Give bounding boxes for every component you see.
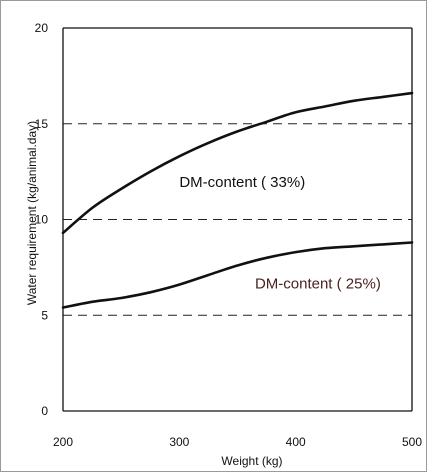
y-tick-labels: 0 5 10 15 20 — [35, 21, 49, 418]
x-tick-label: 200 — [53, 435, 73, 449]
series-line-1 — [61, 91, 414, 235]
y-tick-label: 0 — [41, 404, 48, 418]
series-line-2 — [61, 241, 414, 309]
x-axis-label: Weight (kg) — [221, 454, 282, 468]
x-tick-label: 500 — [402, 435, 422, 449]
y-axis-label: Water requirement (kg/animal.day) — [25, 121, 39, 305]
x-tick-label: 300 — [169, 435, 189, 449]
y-tick-label: 10 — [35, 213, 49, 227]
x-tick-label: 400 — [286, 435, 306, 449]
y-tick-label: 20 — [35, 21, 49, 35]
x-tick-labels: 200 300 400 500 — [53, 435, 422, 449]
y-tick-label: 5 — [41, 308, 48, 322]
curve-annotation-1: DM-content ( 33%) — [179, 174, 305, 191]
reference-lines — [63, 123, 412, 316]
y-tick-label: 15 — [35, 117, 49, 131]
axes — [62, 27, 413, 412]
curve-annotation-2: DM-content ( 25%) — [255, 275, 381, 292]
series-curves — [61, 91, 414, 309]
annotations: DM-content ( 33%) DM-content ( 25%) — [179, 174, 380, 292]
